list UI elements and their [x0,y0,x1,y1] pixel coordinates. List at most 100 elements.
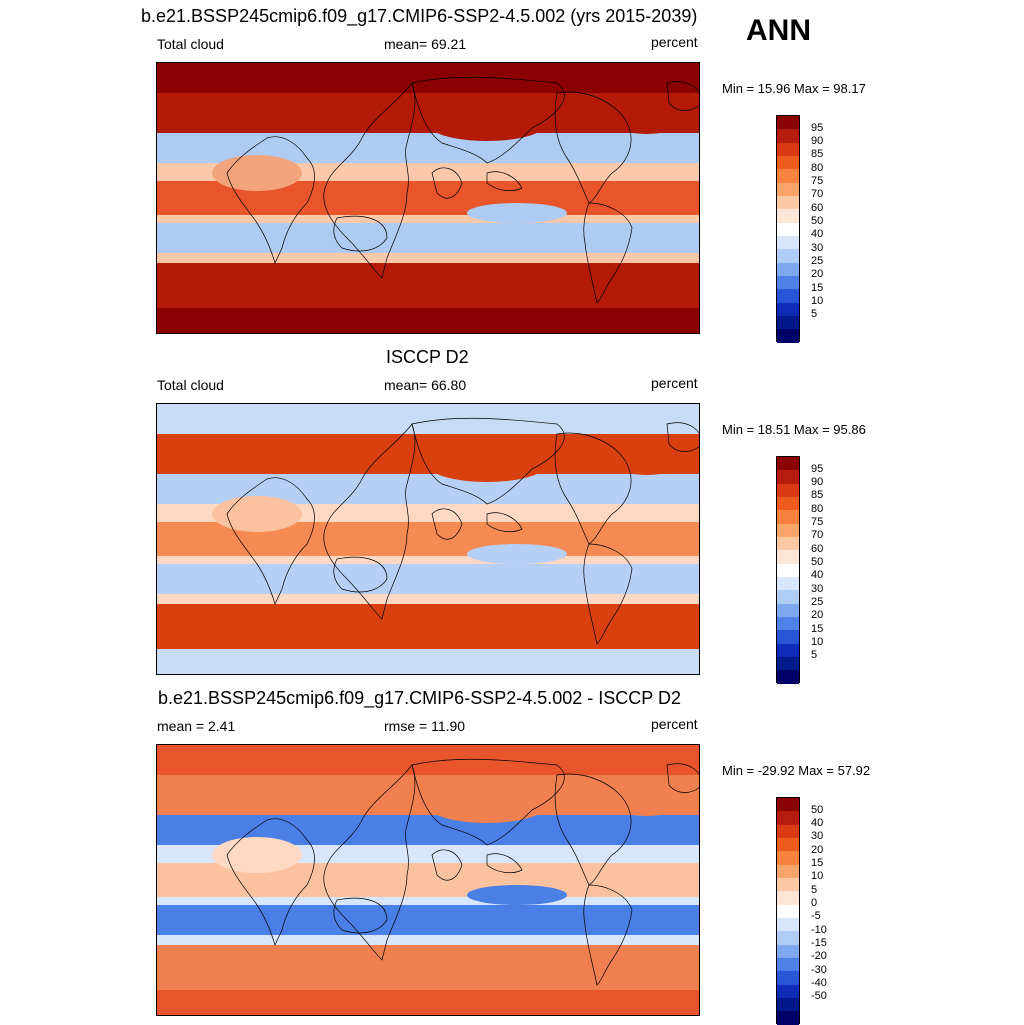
panel-2-mean-label: mean= 66.80 [384,377,467,393]
colorbar-swatches [776,115,800,344]
coastlines [226,76,699,304]
map-field [157,745,699,1015]
africa-field-patch [212,496,302,532]
coastline [333,215,388,252]
colorbar-swatch [777,971,799,986]
colorbar-swatch [777,670,799,685]
colorbar-swatch [777,944,799,959]
colorbar-swatch [777,603,799,618]
coastline [323,764,416,961]
colorbar-tick-label: 5 [811,308,818,321]
panel-2-colorbar: 95 90 85 80 75 70 60 50 40 30 25 20 15 10 5 [776,456,823,685]
coastlines [226,758,699,986]
coastline [323,82,416,279]
colorbar-tick-label: 60 [811,201,824,214]
colorbar-tick-label: -15 [811,937,827,950]
panel-1-units-label: percent [651,34,698,50]
colorbar-tick-label: 85 [811,148,824,161]
colorbar-tick-label: 60 [811,542,824,555]
colorbar-tick-label: 30 [811,830,824,843]
coastline [333,897,388,934]
panel-2-variable-label: Total cloud [157,377,224,393]
colorbar-swatch [777,891,799,906]
coastline [583,884,633,986]
colorbar-swatch [777,302,799,317]
colorbar-swatch [777,957,799,972]
colorbar-tick-label: 0 [811,897,818,910]
panel-1-minmax: Min = 15.96 Max = 98.17 [722,81,866,96]
colorbar-tick-label: -30 [811,963,827,976]
colorbar-swatch [777,315,799,330]
coastline [486,512,523,533]
colorbar-swatch [777,275,799,290]
south-polar-band [157,649,699,674]
colorbar-swatch [777,590,799,605]
southern-dry-band [157,223,699,253]
colorbar-swatch [777,235,799,250]
colorbar-swatch [777,997,799,1012]
panel-2-units-label: percent [651,375,698,391]
coastline [431,508,463,540]
panel-2-minmax: Min = 18.51 Max = 95.86 [722,422,866,437]
colorbar-tick-label: 5 [811,883,818,896]
north-atlantic-cloud-patch [607,443,687,475]
panel-3-units-label: percent [651,716,698,732]
colorbar-swatch [777,129,799,144]
colorbar-tick-label: 10 [811,295,824,308]
coastline [554,773,632,886]
panel-1-colorbar: 95 90 85 80 75 70 60 50 40 30 25 20 15 10 5 [776,115,823,344]
coastline [554,432,632,545]
colorbar-tick-label: 30 [811,241,824,254]
coastline [583,543,633,645]
colorbar-swatch [777,155,799,170]
coastline [411,76,565,164]
southern-storm-track [157,945,699,990]
colorbar-swatch [777,616,799,631]
south-pacific-patch [467,203,567,223]
colorbar-tick-label: -20 [811,950,827,963]
colorbar-tick-label: 85 [811,489,824,502]
colorbar-tick-label: 5 [811,649,818,662]
colorbar-tick-label: 10 [811,636,824,649]
colorbar-swatch [777,536,799,551]
colorbar-swatch [777,249,799,264]
coastline [411,758,565,846]
colorbar-tick-label: -10 [811,923,827,936]
colorbar-tick-label: 95 [811,462,824,475]
colorbar-swatch [777,1011,799,1025]
colorbar-tick-label: 90 [811,476,824,489]
colorbar-swatch [777,457,799,471]
colorbar-swatch [777,904,799,919]
colorbar-swatch [777,811,799,826]
north-storm-track [157,434,699,474]
colorbar-swatch [777,195,799,210]
colorbar-swatch [777,289,799,304]
colorbar-swatch [777,563,799,578]
colorbar-swatch [777,262,799,277]
north-polar-band [157,63,699,93]
panel-3-map [156,744,700,1016]
colorbar-swatch [777,329,799,344]
southern-storm-track [157,604,699,649]
north-polar-band [157,745,699,775]
coastline [333,556,388,593]
south-polar-band [157,990,699,1015]
colorbar-swatch [777,917,799,932]
colorbar-tick-label: 75 [811,516,824,529]
panel-3-title: b.e21.BSSP245cmip6.f09_g17.CMIP6-SSP2-4.… [158,688,681,708]
colorbar-swatches [776,797,800,1025]
colorbar-swatch [777,182,799,197]
colorbar-tick-label: 40 [811,817,824,830]
colorbar-swatch [777,483,799,498]
coastline [226,136,315,264]
colorbar-swatch [777,630,799,645]
colorbar-tick-label: 50 [811,556,824,569]
coastline [323,423,416,620]
coastline [226,477,315,605]
colorbar-swatch [777,576,799,591]
colorbar-tick-label: 40 [811,228,824,241]
colorbar-swatch [777,116,799,130]
colorbar-tick-label: 20 [811,843,824,856]
coastline [666,422,699,452]
north-storm-track [157,93,699,133]
